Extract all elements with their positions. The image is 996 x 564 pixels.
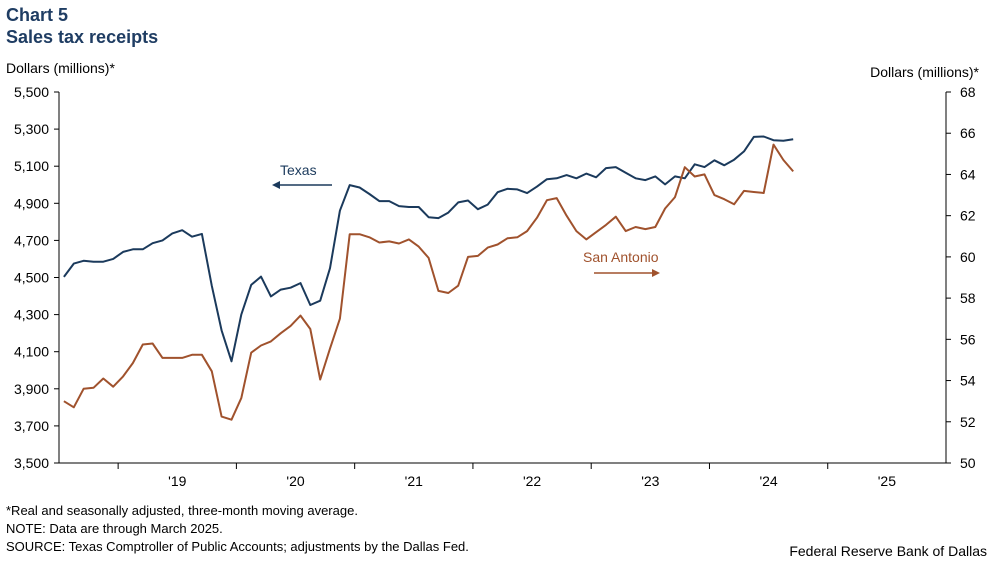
- texas-arrow-head: [272, 181, 280, 189]
- y-right-tick-label: 52: [960, 414, 976, 430]
- chart-number: Chart 5: [6, 5, 69, 25]
- san-antonio-series-label: San Antonio: [583, 249, 659, 265]
- y-left-tick-label: 3,700: [14, 418, 49, 434]
- y-right-tick-label: 58: [960, 290, 976, 306]
- y-left-tick-label: 4,700: [14, 232, 49, 248]
- chart-notes: *Real and seasonally adjusted, three-mon…: [6, 502, 469, 556]
- x-tick-label: '24: [759, 473, 777, 489]
- y-right-tick-label: 64: [960, 166, 976, 182]
- x-tick-label: '19: [168, 473, 186, 489]
- y-left-tick-label: 5,500: [14, 84, 49, 100]
- texas-series-label: Texas: [280, 162, 317, 178]
- x-tick-label: '21: [405, 473, 423, 489]
- y-right-tick-label: 54: [960, 373, 976, 389]
- x-tick-label: '22: [523, 473, 541, 489]
- y-left-tick-label: 5,100: [14, 158, 49, 174]
- footnote: *Real and seasonally adjusted, three-mon…: [6, 503, 358, 518]
- y-left-tick-label: 3,500: [14, 455, 49, 471]
- y-left-tick-label: 4,300: [14, 307, 49, 323]
- san-antonio-series-line: [63, 143, 794, 421]
- y-right-tick-label: 68: [960, 84, 976, 100]
- san-antonio-arrow-head: [652, 269, 660, 277]
- title-block: Chart 5 Sales tax receipts: [6, 4, 158, 48]
- source-note: SOURCE: Texas Comptroller of Public Acco…: [6, 539, 469, 554]
- x-tick-label: '20: [286, 473, 304, 489]
- y-right-tick-label: 66: [960, 125, 976, 141]
- x-tick-label: '25: [878, 473, 896, 489]
- credit: Federal Reserve Bank of Dallas: [789, 543, 987, 559]
- chart-title: Sales tax receipts: [6, 27, 159, 47]
- y-right-tick-label: 56: [960, 331, 976, 347]
- y-left-tick-label: 3,900: [14, 381, 49, 397]
- y-left-tick-label: 4,500: [14, 270, 49, 286]
- y-left-tick-label: 5,300: [14, 121, 49, 137]
- y-right-tick-label: 50: [960, 455, 976, 471]
- y-left-tick-label: 4,900: [14, 195, 49, 211]
- y-left-tick-label: 4,100: [14, 344, 49, 360]
- y-right-tick-label: 62: [960, 208, 976, 224]
- x-tick-label: '23: [641, 473, 659, 489]
- right-axis-title: Dollars (millions)*: [870, 64, 979, 80]
- data-note: NOTE: Data are through March 2025.: [6, 521, 223, 536]
- texas-series-line: [63, 135, 794, 363]
- left-axis-title: Dollars (millions)*: [6, 60, 115, 76]
- y-right-tick-label: 60: [960, 249, 976, 265]
